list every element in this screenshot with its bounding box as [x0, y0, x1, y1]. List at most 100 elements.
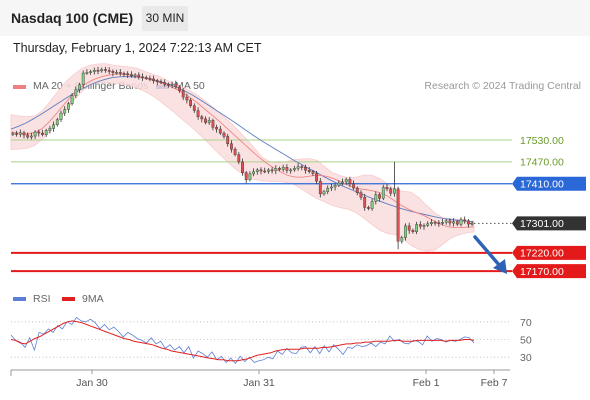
rsi-series-9MA: [10, 320, 475, 362]
candle-body: [270, 169, 274, 172]
candle-body: [444, 220, 448, 223]
candle-body: [389, 188, 393, 194]
candle-body: [33, 131, 37, 137]
candle-body: [74, 89, 78, 96]
candle-body: [463, 219, 467, 222]
candle-body: [381, 187, 385, 199]
candle-body: [222, 132, 226, 137]
forecast-arrow-shaft: [473, 235, 502, 268]
candle-body: [330, 186, 333, 189]
candle-body: [26, 134, 30, 138]
candle-body: [341, 181, 344, 184]
candle-body: [100, 69, 104, 72]
candle-body: [196, 110, 200, 117]
candle-body: [11, 133, 15, 135]
candle-body: [348, 179, 352, 184]
candle-body: [37, 131, 41, 134]
candle-body: [122, 73, 126, 75]
candle-body: [189, 99, 192, 107]
candle-body: [148, 77, 152, 80]
chart-header: Nasdaq 100 (CME) 30 MIN: [0, 0, 590, 36]
timestamp: Thursday, February 1, 2024 7:22:13 AM CE…: [13, 41, 262, 55]
candle-body: [22, 132, 26, 136]
candle-body: [78, 84, 81, 90]
candle-body: [166, 84, 170, 86]
candle-body: [155, 80, 159, 82]
candle-body: [437, 222, 441, 224]
candle-body: [111, 70, 115, 73]
level-tag-label: 17220.00: [520, 248, 564, 260]
candle-body: [374, 194, 378, 202]
rsi-series-RSI: [10, 316, 475, 365]
candle-body: [411, 230, 415, 233]
candle-body: [337, 182, 341, 186]
level-tag-label: 17530.00: [520, 135, 564, 147]
candle-body: [118, 72, 122, 74]
x-tick-label: Feb 7: [481, 377, 508, 389]
candle-body: [159, 81, 163, 84]
candle-body: [418, 224, 422, 227]
candle-body: [15, 133, 18, 135]
rsi-legend-label: RSI: [33, 293, 51, 305]
candle-body: [18, 132, 22, 135]
candle-body: [211, 120, 215, 128]
candle-body: [315, 173, 318, 182]
candle-body: [452, 221, 455, 224]
candle-body: [370, 201, 374, 209]
candle-body: [81, 72, 85, 85]
rsi-legend-swatch: [13, 297, 26, 301]
level-tag-17170.00: [512, 264, 586, 279]
candle-body: [85, 72, 89, 74]
rsi-tick-label: 50: [520, 335, 532, 347]
level-tag-17410.00: [512, 176, 586, 191]
level-tag-label: 17470.00: [520, 157, 564, 169]
candle-body: [44, 130, 48, 135]
candle-body: [96, 69, 100, 72]
candle-body: [137, 74, 141, 77]
candle-body: [274, 168, 278, 171]
candle-body: [181, 90, 185, 98]
timeframe-button[interactable]: 30 MIN: [142, 6, 188, 31]
candle-body: [163, 82, 167, 85]
candle-body: [89, 71, 93, 73]
candle-body: [133, 74, 137, 77]
candle-body: [255, 169, 259, 172]
candle-body: [207, 120, 211, 123]
candle-body: [104, 69, 107, 71]
candle-body: [48, 128, 52, 131]
candle-body: [470, 223, 474, 225]
candle-body: [430, 222, 433, 225]
candle-body: [311, 171, 315, 174]
candle-body: [459, 219, 463, 225]
candle-body: [278, 168, 281, 170]
x-tick-label: Feb 1: [413, 377, 440, 389]
candle-body: [326, 187, 330, 192]
candle-body: [448, 220, 452, 224]
candle-body: [404, 225, 407, 238]
candle-body: [241, 161, 244, 173]
candle-body: [318, 180, 322, 195]
ma9-legend-swatch: [62, 297, 75, 301]
ma-bb-legend-swatch: [13, 85, 26, 89]
level-tag-label: 17301.00: [520, 218, 564, 230]
candle-body: [248, 173, 252, 180]
candle-body: [92, 69, 96, 72]
candle-body: [129, 74, 133, 77]
candle-body: [396, 188, 400, 242]
candle-body: [237, 154, 241, 163]
candle-body: [426, 223, 430, 226]
candle-body: [107, 70, 111, 72]
candle-body: [363, 196, 367, 208]
candle-body: [407, 225, 411, 231]
candle-body: [66, 103, 70, 110]
candle-body: [400, 237, 404, 242]
candle-body: [70, 95, 74, 104]
candle-body: [141, 76, 144, 78]
candle-body: [285, 167, 289, 171]
candle-body: [263, 170, 267, 173]
level-tag-label: 17170.00: [520, 266, 564, 278]
candle-body: [455, 221, 459, 225]
candle-body: [218, 128, 222, 134]
candle-body: [393, 188, 396, 194]
